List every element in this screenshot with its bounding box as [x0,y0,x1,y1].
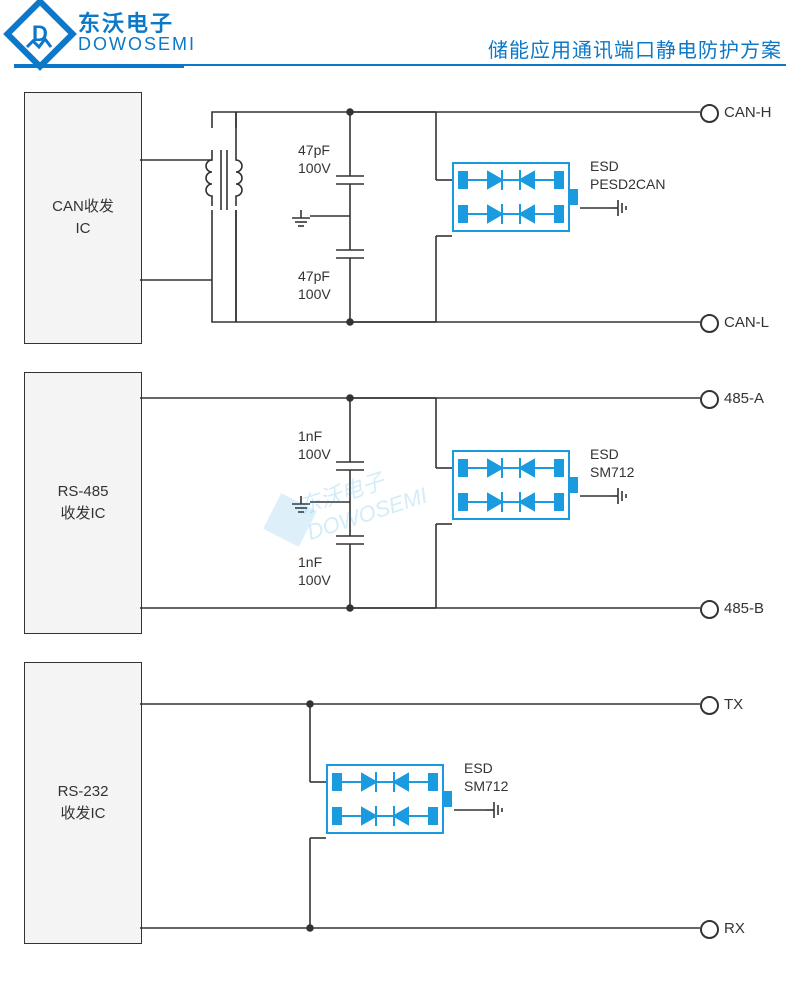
ground-icon [486,802,508,824]
terminal-can-l [700,314,719,333]
terminal-485b [700,600,719,619]
terminal-485a [700,390,719,409]
can-ic-label: CAN收发 IC [52,196,114,241]
rs485-esd-chip [452,450,570,520]
terminal-can-l-label: CAN-L [724,314,769,331]
watermark-text: 东沃电子DOWOSEMI [294,452,430,546]
logo-icon: D [3,0,77,71]
page-title: 储能应用通讯端口静电防护方案 [488,34,782,63]
terminal-rx-label: RX [724,920,745,937]
ground-icon [290,210,312,232]
terminal-485b-label: 485-B [724,600,764,617]
brand-en: DOWOSEMI [78,34,196,55]
header-rule [14,64,786,66]
rs485-ic-block: RS-485 收发IC [24,372,142,634]
rs232-esd-label: ESDSM712 [464,760,508,795]
can-esd-chip [452,162,570,232]
rs485-ic-label: RS-485 收发IC [58,481,109,526]
rs485-cap-top-label: 1nF100V [298,428,331,463]
header: D 东沃电子 DOWOSEMI 储能应用通讯端口静电防护方案 [0,0,800,72]
terminal-485a-label: 485-A [724,390,764,407]
page: D 东沃电子 DOWOSEMI 储能应用通讯端口静电防护方案 CAN收发 IC … [0,0,800,1000]
rs232-ic-block: RS-232 收发IC [24,662,142,944]
terminal-can-h [700,104,719,123]
rs232-ic-label: RS-232 收发IC [58,781,109,826]
can-cap-top-label: 47pF100V [298,142,331,177]
can-cap-bot-label: 47pF100V [298,268,331,303]
terminal-can-h-label: CAN-H [724,104,772,121]
can-ic-block: CAN收发 IC [24,92,142,344]
rs232-esd-chip [326,764,444,834]
ground-icon [610,488,632,510]
ground-icon [610,200,632,222]
terminal-tx [700,696,719,715]
rs485-esd-label: ESDSM712 [590,446,634,481]
rs485-cap-bot-label: 1nF100V [298,554,331,589]
terminal-rx [700,920,719,939]
can-esd-label: ESDPESD2CAN [590,158,665,193]
ground-icon [290,496,312,518]
terminal-tx-label: TX [724,696,743,713]
